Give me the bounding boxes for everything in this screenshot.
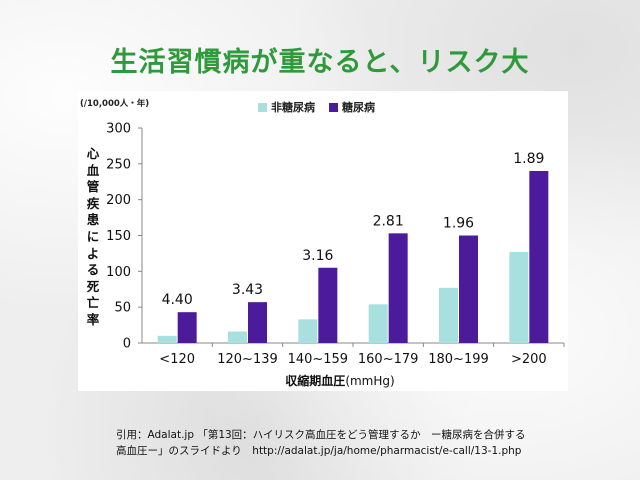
y-axis-label-char: 管: [86, 179, 100, 195]
x-tick-label: 180~199: [428, 352, 489, 367]
bar-diabetic: [459, 235, 478, 343]
bar-non-diabetic: [509, 251, 529, 343]
y-axis-label-char: 患: [86, 212, 100, 228]
bar-diabetic: [388, 233, 408, 343]
y-tick-label: 100: [106, 265, 131, 280]
bar-non-diabetic: [228, 331, 247, 343]
bar-diabetic: [177, 312, 197, 343]
y-axis-label-char: る: [86, 262, 100, 278]
bar-diabetic: [248, 302, 267, 343]
y-axis-label-char: 死: [86, 278, 100, 294]
legend-item-diabetic: 糖尿病: [329, 99, 375, 115]
y-axis-label-char: 心: [86, 146, 100, 161]
y-axis-label-char: 亡: [86, 295, 100, 311]
x-tick-label: >200: [511, 352, 547, 367]
x-tick-label: 120~139: [217, 352, 278, 367]
x-tick-label: 140~159: [288, 352, 349, 367]
legend-item-non-diabetic: 非糖尿病: [258, 99, 315, 115]
bar-diabetic: [318, 267, 338, 343]
y-tick-label: 200: [106, 193, 131, 208]
x-axis-label: 収縮期血圧(mmHg): [250, 372, 430, 389]
bar-diabetic: [529, 171, 549, 343]
citation: 引用：Adalat.jp 「第13回：ハイリスク高血圧をどう管理するか ー糖尿病…: [116, 427, 596, 459]
y-tick-label: 250: [106, 157, 131, 172]
ratio-annotation: 3.43: [232, 282, 263, 298]
y-axis-label-char: よ: [86, 245, 100, 261]
bar-non-diabetic: [157, 335, 177, 343]
chart-legend: 非糖尿病 糖尿病: [258, 99, 389, 115]
y-tick-label: 150: [106, 229, 131, 244]
y-axis-label: 心血管疾患による死亡率: [83, 146, 103, 329]
bar-non-diabetic: [298, 319, 318, 343]
y-axis-label-char: 率: [86, 311, 100, 327]
legend-swatch-non-diabetic: [258, 102, 267, 112]
legend-swatch-diabetic: [329, 102, 338, 112]
y-axis-label-char: 血: [86, 162, 100, 178]
citation-line-2: 高血圧ー」のスライドより http://adalat.jp/ja/home/ph…: [116, 445, 522, 457]
ratio-annotation: 4.40: [162, 292, 193, 308]
bar-non-diabetic: [368, 304, 388, 343]
x-tick-label: 160~179: [358, 352, 419, 367]
y-tick-label: 300: [106, 122, 131, 137]
x-axis-label-main: 収縮期血圧: [285, 374, 346, 388]
citation-line-1: 引用：Adalat.jp 「第13回：ハイリスク高血圧をどう管理するか ー糖尿病…: [116, 429, 526, 441]
ratio-annotation: 2.81: [373, 213, 404, 229]
x-axis-label-unit: (mmHg): [345, 374, 395, 388]
legend-label-diabetic: 糖尿病: [342, 101, 375, 114]
legend-label-non-diabetic: 非糖尿病: [271, 101, 315, 114]
y-tick-label: 0: [123, 337, 131, 352]
y-axis-label-char: に: [86, 228, 100, 244]
y-axis-label-char: 疾: [86, 195, 100, 211]
bar-non-diabetic: [439, 287, 458, 343]
x-tick-label: <120: [159, 352, 195, 367]
ratio-annotation: 3.16: [302, 248, 333, 264]
ratio-annotation: 1.96: [443, 216, 474, 232]
ratio-annotation: 1.89: [513, 151, 544, 167]
unit-label: (/10,000人・年): [80, 99, 150, 109]
slide-title: 生活習慣病が重なると、リスク大: [110, 47, 530, 78]
y-tick-label: 50: [114, 301, 131, 316]
